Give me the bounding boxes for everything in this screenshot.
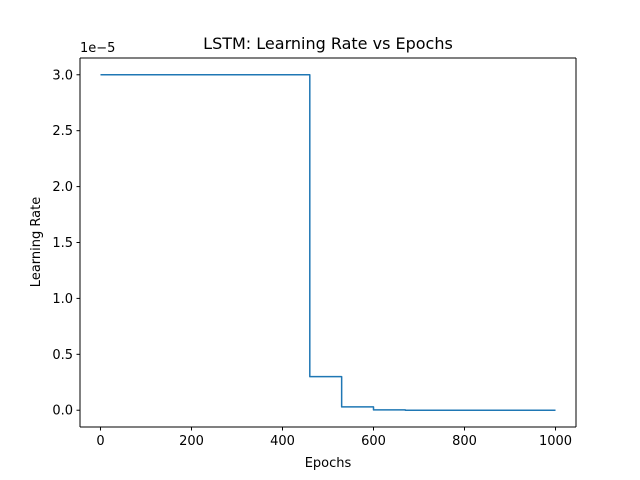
y-axis-offset-text: 1e−5	[80, 41, 115, 56]
y-tick-label: 3.0	[52, 68, 73, 83]
y-axis-label: Learning Rate	[29, 197, 44, 287]
axes-frame	[79, 57, 577, 428]
y-tick-label: 2.0	[52, 180, 73, 195]
chart-title: LSTM: Learning Rate vs Epochs	[203, 34, 453, 53]
x-tick-label: 800	[452, 434, 477, 449]
series-line-0	[100, 74, 556, 411]
x-axis-label: Epochs	[305, 456, 352, 471]
y-tick-label: 1.5	[52, 236, 73, 251]
y-tick-label: 2.5	[52, 124, 73, 139]
x-tick-label: 600	[361, 434, 386, 449]
series-layer	[100, 74, 556, 411]
y-tick-label: 0.5	[52, 348, 73, 363]
x-tick-label: 1000	[539, 434, 572, 449]
y-tick-label: 1.0	[52, 292, 73, 307]
x-tick-label: 400	[270, 434, 295, 449]
y-tick-label: 0.0	[52, 404, 73, 419]
x-tick-label: 0	[96, 434, 104, 449]
y-axis-ticks: 0.0 0.5 1.0 1.5 2.0 2.5 3.0	[52, 68, 80, 419]
plot-background	[80, 58, 576, 427]
x-tick-label: 200	[179, 434, 204, 449]
x-axis-ticks: 0 200 400 600 800 1000	[96, 427, 572, 449]
